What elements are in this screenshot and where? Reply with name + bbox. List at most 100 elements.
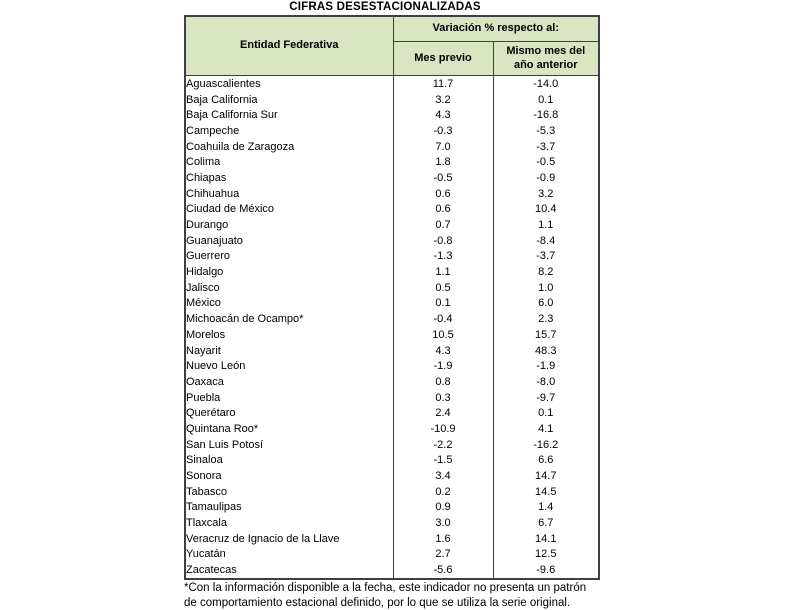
- prev-month-column-header: Mes previo: [393, 42, 493, 76]
- footnote-line-1: *Con la información disponible a la fech…: [184, 581, 634, 596]
- entity-name-cell: Hidalgo: [185, 264, 393, 280]
- table-row: Baja California Sur 4.3 -16.8: [185, 107, 599, 123]
- prev-month-value-cell: 7.0: [393, 139, 493, 155]
- yoy-value-cell: -0.5: [493, 154, 599, 170]
- table-row: Oaxaca 0.8 -8.0: [185, 374, 599, 390]
- prev-month-value-cell: 0.6: [393, 202, 493, 218]
- table-row: Nuevo León -1.9 -1.9: [185, 358, 599, 374]
- yoy-value-cell: 15.7: [493, 327, 599, 343]
- table-row: Morelos 10.5 15.7: [185, 327, 599, 343]
- variation-group-header: Variación % respecto al:: [393, 16, 599, 42]
- table-row: Sinaloa -1.5 6.6: [185, 453, 599, 469]
- yoy-value-cell: 6.0: [493, 296, 599, 312]
- table-row: Baja California 3.2 0.1: [185, 92, 599, 108]
- prev-month-value-cell: 1.8: [393, 154, 493, 170]
- table-row: Zacatecas -5.6 -9.6: [185, 562, 599, 579]
- entity-name-cell: Ciudad de México: [185, 202, 393, 218]
- table-row: Tabasco 0.2 14.5: [185, 484, 599, 500]
- entity-column-header: Entidad Federativa: [185, 16, 393, 76]
- table-row: Coahuila de Zaragoza 7.0 -3.7: [185, 139, 599, 155]
- table-row: Chihuahua 0.6 3.2: [185, 186, 599, 202]
- prev-month-value-cell: 3.4: [393, 468, 493, 484]
- table-row: Chiapas -0.5 -0.9: [185, 170, 599, 186]
- entity-name-cell: Puebla: [185, 390, 393, 406]
- yoy-value-cell: 1.0: [493, 280, 599, 296]
- prev-month-value-cell: 3.2: [393, 92, 493, 108]
- prev-month-value-cell: 1.6: [393, 531, 493, 547]
- prev-month-value-cell: 1.1: [393, 264, 493, 280]
- entity-name-cell: Guerrero: [185, 249, 393, 265]
- yoy-value-cell: -8.4: [493, 233, 599, 249]
- table-row: Sonora 3.4 14.7: [185, 468, 599, 484]
- yoy-value-cell: 0.1: [493, 405, 599, 421]
- entity-name-cell: Oaxaca: [185, 374, 393, 390]
- entity-name-cell: Coahuila de Zaragoza: [185, 139, 393, 155]
- entity-name-cell: Querétaro: [185, 405, 393, 421]
- table-row: Michoacán de Ocampo* -0.4 2.3: [185, 311, 599, 327]
- entity-name-cell: Colima: [185, 154, 393, 170]
- prev-month-value-cell: -0.8: [393, 233, 493, 249]
- table-row: Tamaulipas 0.9 1.4: [185, 500, 599, 516]
- prev-month-value-cell: 2.7: [393, 547, 493, 563]
- table-row: Veracruz de Ignacio de la Llave 1.6 14.1: [185, 531, 599, 547]
- prev-month-value-cell: -0.3: [393, 123, 493, 139]
- prev-month-value-cell: -10.9: [393, 421, 493, 437]
- yoy-value-cell: -3.7: [493, 249, 599, 265]
- entity-name-cell: México: [185, 296, 393, 312]
- table-row: Puebla 0.3 -9.7: [185, 390, 599, 406]
- entity-name-cell: Nayarit: [185, 343, 393, 359]
- prev-month-value-cell: 0.3: [393, 390, 493, 406]
- yoy-value-cell: -5.3: [493, 123, 599, 139]
- prev-month-value-cell: -2.2: [393, 437, 493, 453]
- entity-name-cell: Michoacán de Ocampo*: [185, 311, 393, 327]
- table-row: Querétaro 2.4 0.1: [185, 405, 599, 421]
- yoy-value-cell: -14.0: [493, 76, 599, 92]
- table-title: CIFRAS DESESTACIONALIZADAS: [170, 1, 600, 13]
- table-row: Guanajuato -0.8 -8.4: [185, 233, 599, 249]
- yoy-value-cell: 4.1: [493, 421, 599, 437]
- prev-month-value-cell: -1.5: [393, 453, 493, 469]
- yoy-value-cell: -0.9: [493, 170, 599, 186]
- table-row: Quintana Roo* -10.9 4.1: [185, 421, 599, 437]
- prev-month-value-cell: 0.2: [393, 484, 493, 500]
- yoy-value-cell: 8.2: [493, 264, 599, 280]
- prev-month-value-cell: 2.4: [393, 405, 493, 421]
- entity-name-cell: Baja California Sur: [185, 107, 393, 123]
- entity-name-cell: Campeche: [185, 123, 393, 139]
- table-row: Guerrero -1.3 -3.7: [185, 249, 599, 265]
- footnote: *Con la información disponible a la fech…: [184, 581, 634, 610]
- yoy-value-cell: -1.9: [493, 358, 599, 374]
- data-table: Entidad Federativa Variación % respecto …: [184, 15, 600, 580]
- prev-month-value-cell: -1.9: [393, 358, 493, 374]
- entity-name-cell: Jalisco: [185, 280, 393, 296]
- table-row: Durango 0.7 1.1: [185, 217, 599, 233]
- yoy-value-cell: 0.1: [493, 92, 599, 108]
- yoy-value-cell: 14.5: [493, 484, 599, 500]
- prev-month-value-cell: 0.9: [393, 500, 493, 516]
- yoy-value-cell: 6.7: [493, 515, 599, 531]
- yoy-value-cell: -16.8: [493, 107, 599, 123]
- prev-month-value-cell: 0.1: [393, 296, 493, 312]
- prev-month-value-cell: 0.8: [393, 374, 493, 390]
- entity-name-cell: Morelos: [185, 327, 393, 343]
- table-row: México 0.1 6.0: [185, 296, 599, 312]
- table-row: Hidalgo 1.1 8.2: [185, 264, 599, 280]
- entity-name-cell: Veracruz de Ignacio de la Llave: [185, 531, 393, 547]
- entity-name-cell: Yucatán: [185, 547, 393, 563]
- yoy-value-cell: 1.4: [493, 500, 599, 516]
- table-row: Yucatán 2.7 12.5: [185, 547, 599, 563]
- prev-month-value-cell: 3.0: [393, 515, 493, 531]
- table-row: Nayarit 4.3 48.3: [185, 343, 599, 359]
- entity-name-cell: Sonora: [185, 468, 393, 484]
- yoy-value-cell: 3.2: [493, 186, 599, 202]
- entity-name-cell: Durango: [185, 217, 393, 233]
- yoy-value-cell: 12.5: [493, 547, 599, 563]
- yoy-value-cell: 2.3: [493, 311, 599, 327]
- table-row: Ciudad de México 0.6 10.4: [185, 202, 599, 218]
- entity-name-cell: Nuevo León: [185, 358, 393, 374]
- entity-name-cell: San Luis Potosí: [185, 437, 393, 453]
- yoy-value-cell: -9.7: [493, 390, 599, 406]
- yoy-value-cell: 14.1: [493, 531, 599, 547]
- entity-name-cell: Guanajuato: [185, 233, 393, 249]
- table-row: Aguascalientes 11.7 -14.0: [185, 76, 599, 92]
